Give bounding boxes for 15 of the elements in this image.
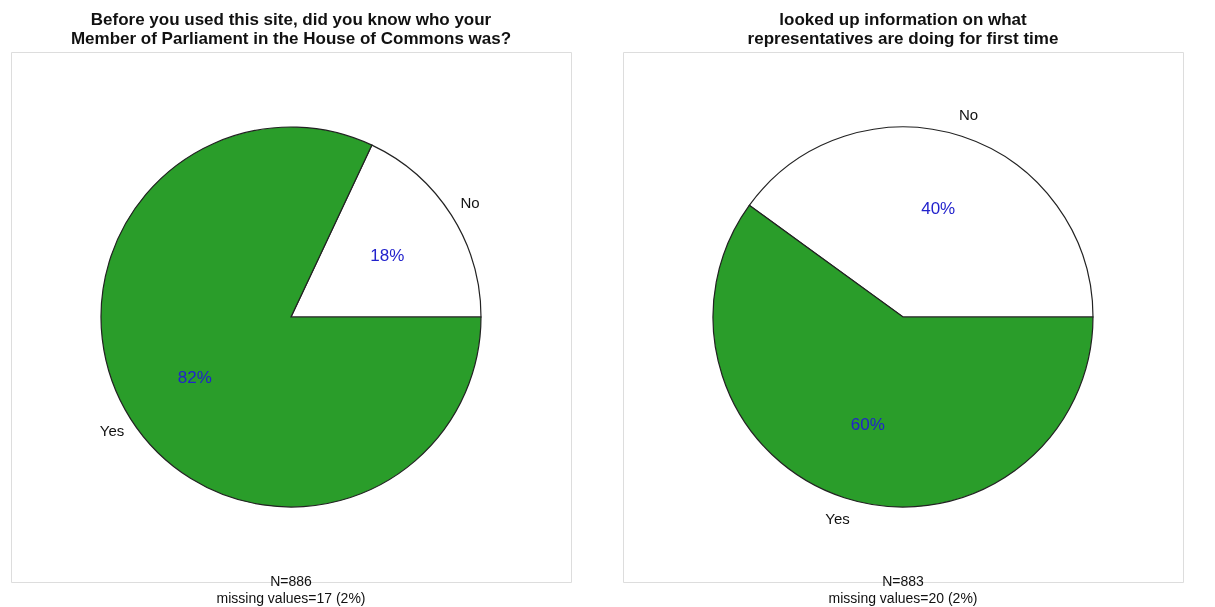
data-label: 18%: [370, 245, 405, 265]
pie-slice: [100, 126, 482, 508]
slice-label: No: [958, 106, 979, 124]
slice-label: Yes: [99, 421, 125, 439]
data-label: 82%: [177, 368, 212, 388]
text: N=883: [882, 573, 925, 589]
text: missing values=17 (2%): [216, 590, 366, 606]
slice-label: No: [460, 194, 480, 212]
data-label: 60%: [850, 415, 885, 435]
slice-label: Yes: [825, 509, 850, 527]
chart-title: Before you used this site, did you know who your Member of Parliament in the House of Commons was?: [70, 10, 512, 48]
text: missing values=20 (2%): [828, 590, 978, 606]
chart-title: looked up information on what representatives are doing for first time: [747, 10, 1059, 48]
data-label: 40%: [921, 198, 956, 218]
text: N=886: [270, 573, 313, 589]
